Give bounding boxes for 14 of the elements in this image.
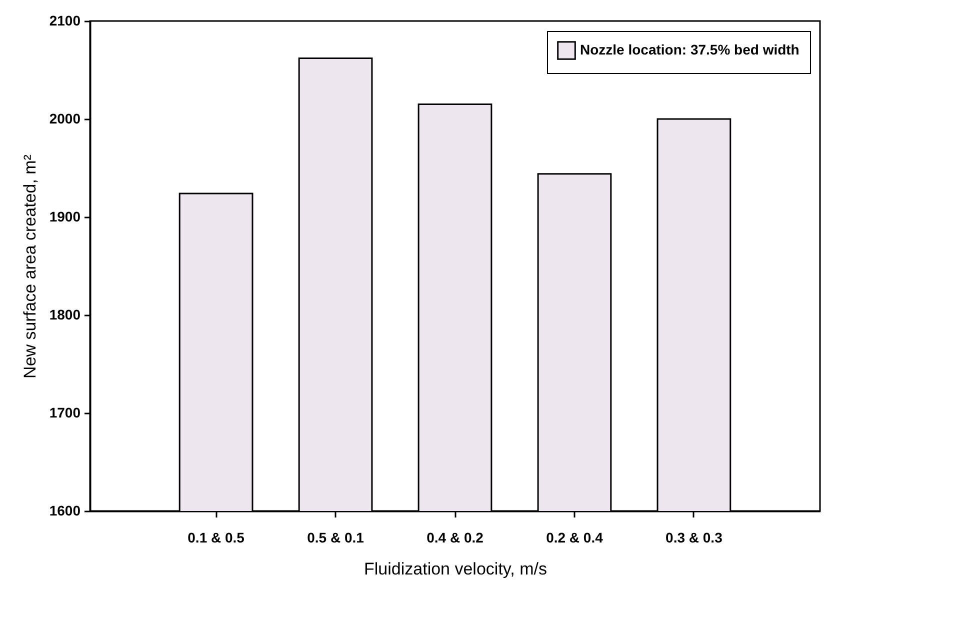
x-tick-label: 0.2 & 0.4 <box>546 530 604 546</box>
x-tick-label: 0.4 & 0.2 <box>426 530 484 546</box>
y-axis-title: New surface area created, m² <box>20 154 40 378</box>
x-tick-label: 0.3 & 0.3 <box>666 530 723 546</box>
y-tick-label: 1700 <box>49 404 81 420</box>
y-tick-label: 1600 <box>49 502 81 518</box>
x-tick-label: 0.1 & 0.5 <box>188 530 245 546</box>
legend-label: Nozzle location: 37.5% bed width <box>580 42 800 58</box>
y-tick-label: 2000 <box>49 110 81 126</box>
y-tick-label: 1800 <box>49 306 81 322</box>
y-tick-label: 1900 <box>49 208 81 224</box>
y-tick-label: 2100 <box>49 12 81 28</box>
x-tick-label: 0.5 & 0.1 <box>307 530 364 546</box>
x-axis-title: Fluidization velocity, m/s <box>364 560 547 578</box>
